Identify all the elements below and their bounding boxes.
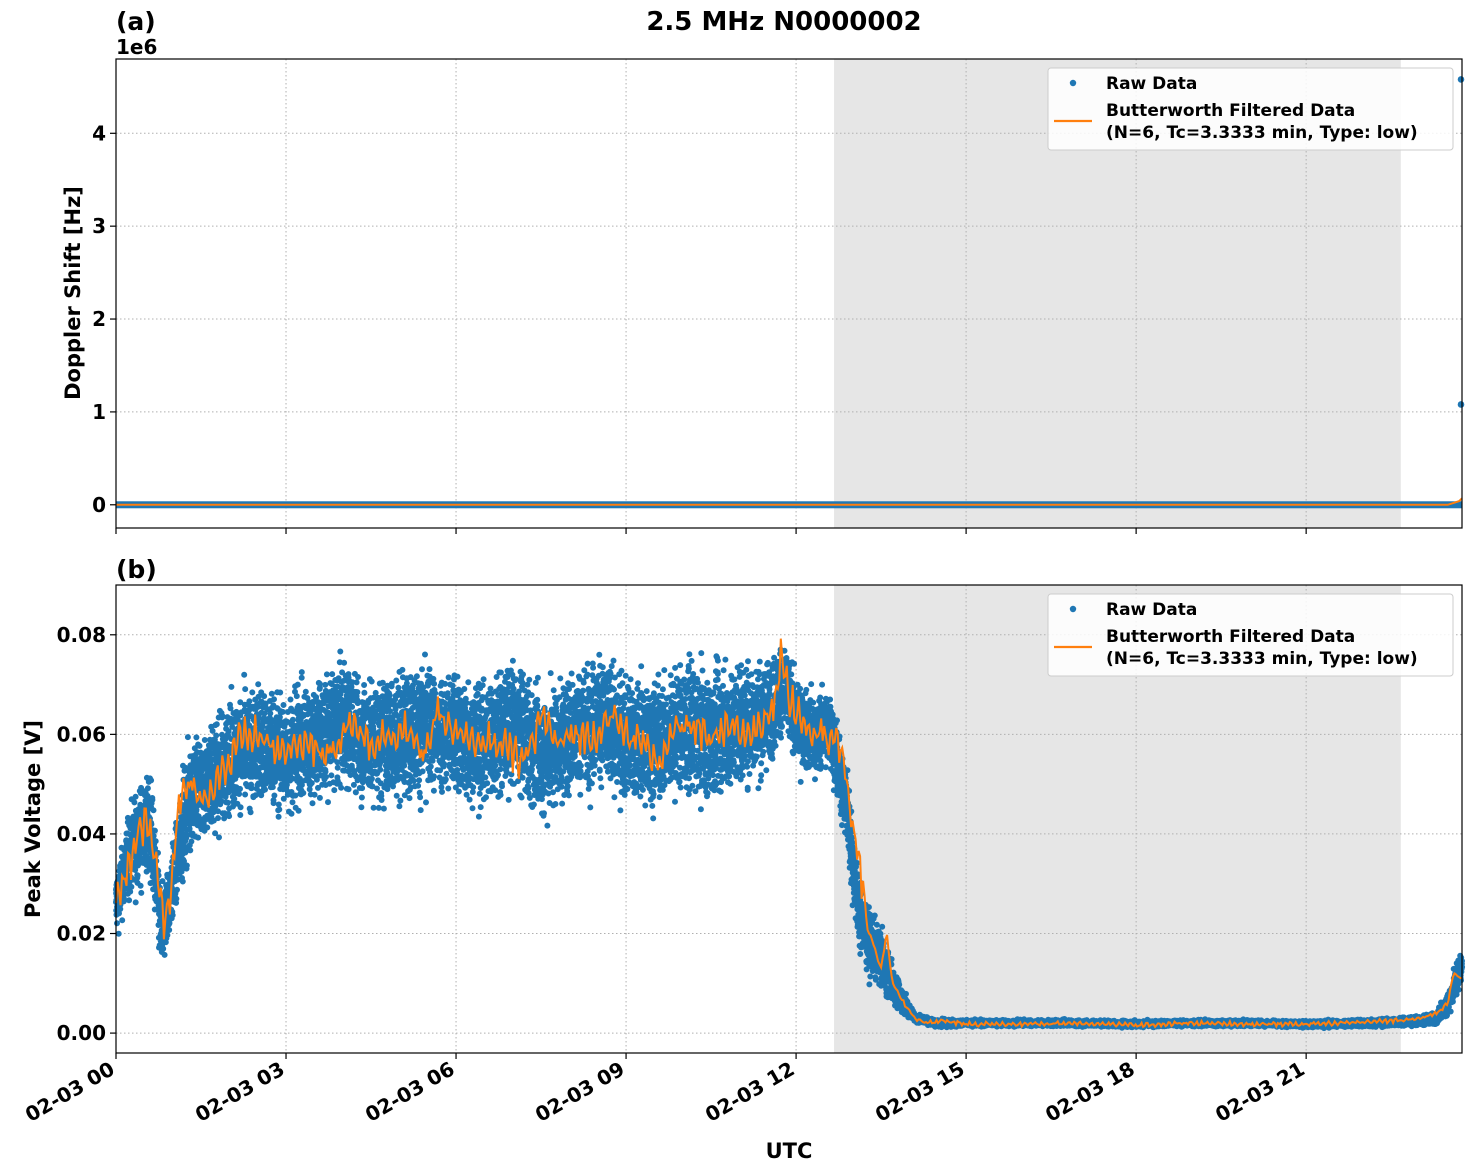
panel-a-xticks [115,528,1307,534]
panel-a-ytick-label: 2 [92,307,106,331]
panel-b-xticks: 02-03 00 02-03 03 02-03 06 02-03 09 02-03 12… [21,1053,1309,1127]
panel-a-frame [115,58,1463,529]
panel-b-xtick-label: 02-03 15 [871,1057,969,1127]
panel-a-ytick-label: 1 [92,400,106,424]
panel-b-series [113,638,1466,1032]
panel-a-filtered-line [116,497,1463,506]
panel-b-frame [115,584,1463,1054]
panel-b-raw-points [113,646,1466,1032]
panel-b-ytick-label: 0.04 [57,822,106,846]
panel-a-legend-box [1047,67,1454,151]
panel-b-xtick-label: 02-03 03 [191,1057,289,1127]
panel-b-ytick-label: 0.08 [57,623,106,647]
panel-a-ytick-label: 0 [92,493,106,517]
panel-a-legend: Raw Data Butterworth Filtered Data (N=6,… [1047,67,1454,151]
panel-b-legend-raw-label: Raw Data [1106,600,1197,620]
panel-b-legend-box [1047,593,1454,677]
panel-b-filtered-line [115,638,1463,1030]
panel-a-legend-raw-label: Raw Data [1106,74,1197,94]
panel-b-xtick-label: 02-03 21 [1211,1057,1309,1127]
panel-a-series [116,76,1465,509]
panel-b-xtick-label: 02-03 00 [21,1057,119,1127]
panel-b-legend-raw-marker [1069,605,1077,613]
panel-a-legend-raw-marker [1069,79,1077,87]
panel-a: 0 1 2 3 4 (a) 1e6 Doppler Shift [Hz] Raw Dat… [61,7,1465,534]
panel-b-legend: Raw Data Butterworth Filtered Data (N=6,… [1047,593,1454,677]
panel-a-yticks: 0 1 2 3 4 [92,121,116,517]
panel-b-label: (b) [116,555,157,584]
panel-b-legend-filtered-label-1: Butterworth Filtered Data [1106,627,1355,647]
panel-b-xtick-label: 02-03 12 [701,1057,799,1127]
panel-a-label: (a) [116,7,156,36]
panel-a-ylabel: Doppler Shift [Hz] [61,186,85,400]
panel-b-ytick-label: 0.06 [57,722,106,746]
panel-a-ytick-label: 3 [92,214,106,238]
panel-a-raw-outlier-point [1457,401,1465,408]
panel-a-legend-filtered-label-2: (N=6, Tc=3.3333 min, Type: low) [1106,123,1418,143]
panel-b-ylabel: Peak Voltage [V] [21,720,45,918]
panel-b: 0.000.020.040.060.08 02-03 00 02-03 03 02-… [21,555,1466,1127]
figure-title: 2.5 MHz N0000002 [646,7,921,37]
panel-b-xtick-label: 02-03 18 [1041,1057,1139,1127]
panel-b-ytick-label: 0.02 [57,922,106,946]
panel-b-yticks: 0.00 0.02 0.04 0.06 0.08 [57,623,116,1045]
x-axis-title: UTC [766,1139,813,1163]
panel-b-xtick-label: 02-03 09 [531,1057,629,1127]
panel-b-xtick-label: 02-03 06 [361,1057,459,1127]
panel-b-legend-filtered-label-2: (N=6, Tc=3.3333 min, Type: low) [1106,649,1418,669]
panel-a-ytick-label: 4 [92,121,106,145]
panel-a-offset-label: 1e6 [116,35,157,59]
panel-a-raw-outlier-point [1457,76,1465,83]
panel-a-legend-filtered-label-1: Butterworth Filtered Data [1106,101,1355,121]
panel-b-ytick-label: 0.00 [57,1021,106,1045]
